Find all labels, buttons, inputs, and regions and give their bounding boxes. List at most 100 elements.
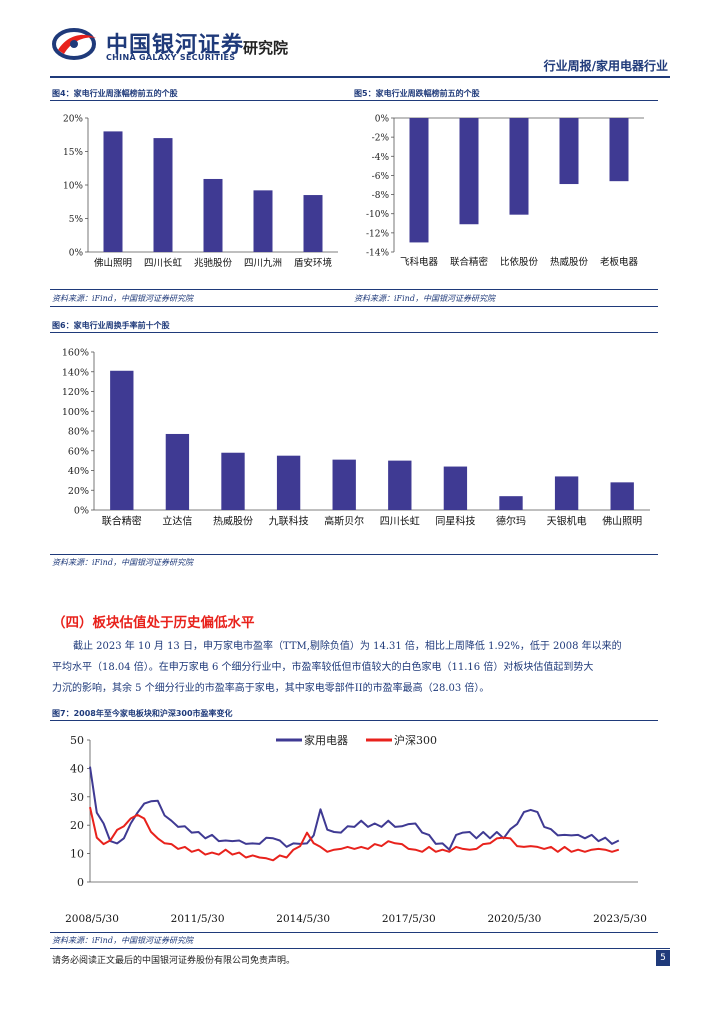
report-type: 行业周报/家用电器行业 <box>543 59 668 73</box>
y-tick-label: 0 <box>77 876 84 889</box>
galaxy-logo-icon <box>52 28 96 60</box>
x-tick-label: 德尔玛 <box>496 515 526 528</box>
brand-en: CHINA GALAXY SECURITIES <box>106 53 236 62</box>
para-line-3: 力沉的影响，其余 5 个细分行业的市盈率高于家电，其中家电零部件II的市盈率最高… <box>52 683 490 694</box>
x-tick-label: 四川九洲 <box>244 257 282 269</box>
x-tick-label: 盾安环境 <box>294 257 333 269</box>
fig5-title: 图5：家电行业周跌幅榜前五的个股 <box>354 89 480 98</box>
bar <box>276 455 301 510</box>
fig7-title: 图7：2008年至今家电板块和沪深300市盈率变化 <box>52 709 233 718</box>
bar <box>499 496 523 510</box>
y-tick-label: 40% <box>68 466 89 477</box>
fig6-top-rule <box>50 332 658 333</box>
y-tick-label: 5% <box>69 215 84 225</box>
y-tick-label: -12% <box>366 229 389 239</box>
y-tick-label: 120% <box>62 387 89 398</box>
fig4-source: 资料来源：iFind，中国银河证券研究院 <box>52 294 193 303</box>
y-tick-label: 20 <box>70 819 84 832</box>
fig7-source: 资料来源：iFind，中国银河证券研究院 <box>52 936 193 945</box>
x-tick-label: 2008/5/30 <box>65 913 119 925</box>
fig7-chart: 0 10 20 30 40 50 2008/5/30 2011/5/30 2014/5/30 20… <box>65 733 647 925</box>
header: 中国银河证券 CHINA GALAXY SECURITIES 研究院 行业周报/… <box>0 0 724 80</box>
bar <box>221 452 245 510</box>
legend-label: 沪深300 <box>394 733 437 747</box>
bar <box>409 118 429 243</box>
y-tick-label: -8% <box>372 191 390 201</box>
y-tick-label: -4% <box>372 153 390 163</box>
y-tick-label: 20% <box>63 115 83 125</box>
series-line-0 <box>89 766 620 851</box>
x-tick-label: 佛山照明 <box>602 515 642 528</box>
bar <box>165 433 190 510</box>
fig7-top-rule <box>50 720 658 721</box>
bar <box>559 118 579 185</box>
series-line-1 <box>89 806 620 862</box>
bar <box>110 370 134 510</box>
y-tick-label: -6% <box>372 172 390 182</box>
x-tick-label: 飞科电器 <box>400 256 439 268</box>
y-tick-label: 10 <box>70 848 84 861</box>
x-tick-label: 老板电器 <box>600 256 639 268</box>
fig6-source: 资料来源：iFind，中国银河证券研究院 <box>52 558 193 567</box>
y-tick-label: 100% <box>62 407 89 418</box>
x-tick-label: 立达信 <box>162 515 192 528</box>
x-tick-label: 佛山照明 <box>94 257 132 269</box>
fig4-title: 图4：家电行业周涨幅榜前五的个股 <box>52 89 178 98</box>
bar <box>388 460 412 510</box>
fig-row1-top-rule <box>50 100 658 101</box>
bar <box>253 190 273 252</box>
fig-row1-bottom-rule <box>50 289 658 290</box>
institute-label: 研究院 <box>243 39 289 57</box>
footer-disclaimer: 请务必阅读正文最后的中国银河证券股份有限公司免责声明。 <box>52 956 296 966</box>
header-rule <box>50 76 670 78</box>
bar <box>459 118 479 225</box>
x-tick-label: 比依股份 <box>500 256 539 268</box>
y-tick-label: -2% <box>372 134 390 144</box>
y-tick-label: 40 <box>70 762 84 775</box>
fig5-chart: 0% -2% -4% -6% -8% -10% -12% -14% 飞科电器 联合精密 比依股份 热威… <box>366 115 644 268</box>
y-tick-label: -14% <box>366 249 389 259</box>
y-tick-label: 10% <box>63 182 83 192</box>
y-tick-label: 20% <box>68 486 89 497</box>
para-line-1: 截止 2023 年 10 月 13 日，申万家电市盈率（TTM,剔除负值）为 1… <box>73 641 622 652</box>
y-tick-label: 15% <box>63 148 83 158</box>
para-line-2: 平均水平（18.04 倍）。在申万家电 6 个细分行业中，市盈率较低但市值较大的… <box>52 662 594 673</box>
x-tick-label: 四川长虹 <box>380 516 420 528</box>
y-tick-label: 30 <box>70 791 84 804</box>
section-heading: （四）板块估值处于历史偏低水平 <box>52 615 255 631</box>
x-tick-label: 热威股份 <box>550 256 589 268</box>
x-tick-label: 联合精密 <box>450 256 489 268</box>
x-tick-label: 四川长虹 <box>144 257 183 269</box>
y-tick-label: 50 <box>70 734 84 747</box>
x-tick-label: 2017/5/30 <box>382 913 436 925</box>
fig6-title: 图6：家电行业周换手率前十个股 <box>52 321 170 330</box>
bar <box>332 459 356 510</box>
footer-rule <box>50 948 670 949</box>
section-paragraph: 截止 2023 年 10 月 13 日，申万家电市盈率（TTM,剔除负值）为 1… <box>52 636 662 699</box>
fig6-chart: 0% 20% 40% 60% 80% 100% 120% 140% 160% 联合精密 立达信 热威股… <box>62 348 650 528</box>
y-tick-label: 0% <box>74 506 89 517</box>
x-tick-label: 天银机电 <box>547 515 587 528</box>
brand-cn: 中国银河证券 <box>106 33 245 58</box>
y-tick-label: 60% <box>68 446 89 457</box>
bar <box>443 466 468 510</box>
fig7-bottom-rule <box>50 932 658 933</box>
x-tick-label: 2011/5/30 <box>171 913 225 925</box>
bar <box>103 131 123 252</box>
x-tick-label: 高斯贝尔 <box>324 515 364 528</box>
y-tick-label: 0% <box>69 249 84 259</box>
fig5-source: 资料来源：iFind，中国银河证券研究院 <box>354 294 495 303</box>
x-tick-label: 2014/5/30 <box>276 913 330 925</box>
bar <box>153 138 173 252</box>
bar <box>303 195 323 252</box>
y-tick-label: 140% <box>62 367 89 378</box>
bar <box>554 476 579 510</box>
y-tick-label: 0% <box>375 115 390 125</box>
legend-label: 家用电器 <box>304 733 348 747</box>
x-tick-label: 2023/5/30 <box>593 913 647 925</box>
x-tick-label: 兆驰股份 <box>194 257 233 269</box>
x-tick-label: 同星科技 <box>435 515 475 528</box>
fig-row1-source-rule <box>50 306 658 307</box>
y-tick-label: 80% <box>68 427 89 438</box>
page-number: 5 <box>656 950 670 966</box>
